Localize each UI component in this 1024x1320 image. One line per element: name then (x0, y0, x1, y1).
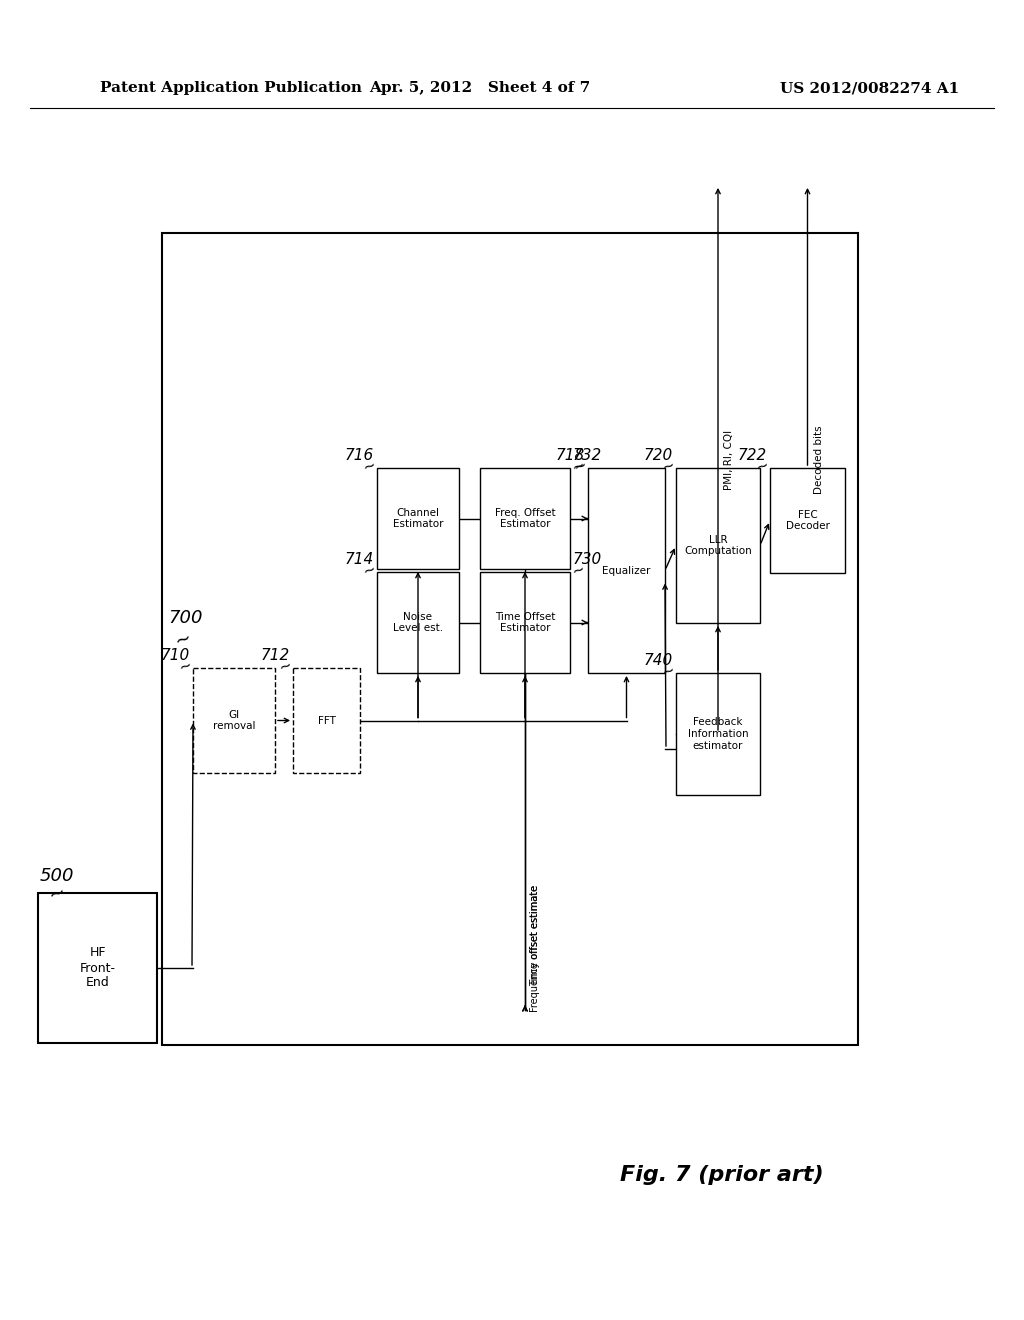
Bar (770, 469, 845, 573)
Text: Feedback
Information
estimator: Feedback Information estimator (688, 717, 749, 751)
Text: US 2012/0082274 A1: US 2012/0082274 A1 (780, 81, 959, 95)
Text: PMI, RI, CQI: PMI, RI, CQI (724, 430, 734, 490)
Text: Noise
Level est.: Noise Level est. (393, 611, 443, 634)
Text: ~: ~ (571, 457, 589, 475)
Text: ~: ~ (569, 561, 586, 579)
Bar (676, 673, 760, 795)
Text: ~: ~ (754, 457, 771, 475)
Text: 720: 720 (644, 447, 673, 463)
Text: 732: 732 (573, 447, 602, 463)
Text: ~: ~ (569, 457, 586, 475)
Bar (162, 234, 858, 1045)
Text: 500: 500 (40, 867, 75, 884)
Bar (480, 572, 570, 673)
Text: Fig. 7 (prior art): Fig. 7 (prior art) (620, 1166, 823, 1185)
Text: Time offset estimate: Time offset estimate (530, 884, 540, 986)
Text: ~: ~ (659, 457, 677, 475)
Text: 722: 722 (737, 447, 767, 463)
Text: Patent Application Publication: Patent Application Publication (100, 81, 362, 95)
Text: FFT: FFT (317, 715, 336, 726)
Bar (38, 894, 157, 1043)
Bar (377, 469, 459, 569)
Text: 716: 716 (345, 447, 374, 463)
Bar (293, 668, 360, 774)
Text: ~: ~ (276, 656, 294, 675)
Text: ~: ~ (360, 561, 378, 579)
Bar (588, 469, 665, 673)
Text: Time Offset
Estimator: Time Offset Estimator (495, 611, 555, 634)
Bar (480, 469, 570, 569)
Text: ~: ~ (360, 457, 378, 475)
Text: Apr. 5, 2012   Sheet 4 of 7: Apr. 5, 2012 Sheet 4 of 7 (370, 81, 591, 95)
Text: Decoded bits: Decoded bits (813, 425, 823, 494)
Text: ~: ~ (659, 661, 677, 680)
Text: 700: 700 (168, 609, 203, 627)
Text: 718: 718 (556, 447, 585, 463)
Text: ~: ~ (177, 656, 194, 675)
Text: FEC
Decoder: FEC Decoder (785, 510, 829, 531)
Text: GI
removal: GI removal (213, 710, 255, 731)
Text: Freq. Offset
Estimator: Freq. Offset Estimator (495, 508, 555, 529)
Text: LLR
Computation: LLR Computation (684, 535, 752, 556)
Text: ~: ~ (46, 882, 68, 906)
Text: 714: 714 (345, 552, 374, 568)
Text: Equalizer: Equalizer (602, 565, 650, 576)
Bar (676, 469, 760, 623)
Text: ~: ~ (172, 628, 194, 652)
Bar (377, 572, 459, 673)
Text: HF
Front-
End: HF Front- End (80, 946, 116, 990)
Text: Channel
Estimator: Channel Estimator (393, 508, 443, 529)
Text: 710: 710 (161, 648, 190, 663)
Bar (193, 668, 275, 774)
Text: 730: 730 (573, 552, 602, 568)
Text: 712: 712 (261, 648, 290, 663)
Text: 740: 740 (644, 653, 673, 668)
Text: Frequency offset estimate: Frequency offset estimate (530, 884, 540, 1012)
